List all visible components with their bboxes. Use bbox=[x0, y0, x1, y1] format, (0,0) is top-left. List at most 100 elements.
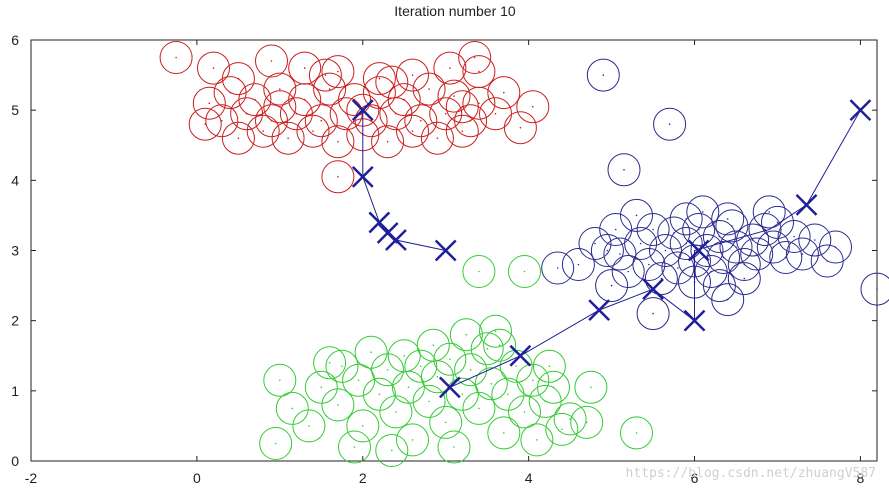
data-point-red bbox=[321, 160, 355, 194]
data-point-center-green bbox=[523, 270, 526, 273]
centroid-markers-layer bbox=[351, 99, 872, 399]
data-point-center-red bbox=[449, 67, 451, 69]
data-point-center-green bbox=[308, 425, 310, 427]
data-point-blue bbox=[590, 234, 624, 267]
data-point-center-green bbox=[362, 425, 364, 427]
centroid-marker bbox=[795, 194, 818, 216]
data-point-center-red bbox=[229, 91, 231, 94]
data-point-green bbox=[416, 328, 450, 362]
centroid-marker bbox=[351, 165, 374, 188]
y-tick-label: 4 bbox=[11, 172, 19, 188]
data-point-green bbox=[545, 412, 579, 446]
data-point-green bbox=[508, 255, 541, 288]
data-point-center-red bbox=[444, 112, 447, 115]
data-point-center-red bbox=[303, 67, 306, 69]
data-point-blue bbox=[686, 195, 720, 229]
data-point-red bbox=[321, 55, 355, 89]
data-point-red bbox=[188, 107, 222, 141]
data-point-blue bbox=[798, 223, 832, 257]
data-point-green bbox=[375, 434, 409, 467]
data-point-red bbox=[396, 58, 429, 92]
data-point-red bbox=[321, 125, 355, 159]
data-point-green bbox=[474, 367, 508, 401]
data-point-center-blue bbox=[664, 249, 667, 252]
data-point-center-red bbox=[337, 140, 339, 143]
data-point-green bbox=[346, 409, 380, 443]
x-tick-label: 0 bbox=[193, 470, 201, 486]
y-tick-label: 1 bbox=[11, 383, 19, 399]
data-point-center-blue bbox=[610, 284, 613, 287]
data-point-red bbox=[396, 114, 429, 148]
centroid-marker bbox=[588, 299, 611, 322]
data-point-blue bbox=[690, 234, 724, 267]
data-point-green bbox=[379, 395, 413, 429]
data-point-center-red bbox=[378, 77, 381, 80]
data-point-red bbox=[159, 41, 193, 74]
data-point-green bbox=[508, 395, 541, 429]
centroid-marker-stroke bbox=[368, 211, 391, 234]
data-point-center-green bbox=[386, 369, 389, 371]
data-point-blue bbox=[761, 205, 794, 239]
centroid-marker bbox=[385, 229, 407, 251]
data-point-red bbox=[445, 90, 479, 124]
data-point-center-blue bbox=[876, 288, 878, 290]
data-point-center-green bbox=[552, 386, 555, 389]
data-point-center-blue bbox=[685, 242, 687, 245]
data-point-center-red bbox=[204, 123, 206, 125]
data-point-center-green bbox=[274, 442, 277, 445]
data-point-red bbox=[404, 104, 438, 138]
x-tick-label: 6 bbox=[691, 470, 699, 486]
data-point-center-green bbox=[428, 400, 430, 403]
data-point-blue bbox=[860, 272, 889, 306]
data-point-center-blue bbox=[623, 169, 625, 171]
data-point-red bbox=[503, 111, 537, 145]
data-point-center-blue bbox=[793, 235, 795, 238]
data-point-green bbox=[574, 370, 608, 404]
data-point-center-blue bbox=[652, 228, 654, 231]
data-point-blue bbox=[624, 227, 658, 260]
data-point-center-red bbox=[262, 130, 265, 132]
data-point-blue bbox=[669, 202, 703, 236]
data-point-red bbox=[462, 86, 496, 120]
data-point-center-green bbox=[403, 355, 406, 357]
data-point-center-red bbox=[428, 88, 430, 90]
centroid-marker bbox=[687, 239, 710, 262]
x-tick-label: 2 bbox=[359, 470, 367, 486]
data-point-center-green bbox=[436, 376, 439, 378]
data-point-blue bbox=[599, 213, 633, 246]
data-point-green bbox=[462, 391, 496, 425]
data-point-center-blue bbox=[648, 263, 650, 266]
data-point-green bbox=[532, 349, 566, 383]
centroid-marker-stroke bbox=[588, 299, 611, 322]
data-point-green bbox=[620, 416, 653, 450]
data-point-center-red bbox=[478, 70, 480, 73]
data-point-center-red bbox=[453, 95, 455, 97]
data-point-center-green bbox=[391, 449, 393, 452]
data-point-center-green bbox=[494, 330, 497, 333]
data-point-blue bbox=[752, 195, 786, 229]
data-point-green bbox=[445, 377, 479, 411]
data-point-center-green bbox=[341, 365, 343, 368]
data-point-center-blue bbox=[602, 74, 605, 76]
data-point-red bbox=[197, 51, 230, 85]
data-point-center-green bbox=[337, 404, 339, 406]
centroid-marker bbox=[438, 376, 461, 399]
data-point-center-green bbox=[357, 379, 360, 382]
data-point-blue bbox=[702, 220, 736, 253]
data-point-center-blue bbox=[556, 267, 559, 269]
data-point-green bbox=[470, 332, 504, 366]
data-point-green bbox=[570, 405, 604, 439]
data-point-blue bbox=[644, 262, 678, 296]
y-tick-label: 0 bbox=[11, 453, 19, 469]
data-point-center-red bbox=[420, 119, 422, 122]
data-point-blue bbox=[715, 209, 749, 243]
data-point-center-blue bbox=[735, 246, 737, 248]
data-point-green bbox=[520, 423, 554, 457]
data-point-center-blue bbox=[743, 277, 746, 280]
data-point-center-red bbox=[411, 130, 414, 132]
y-tick-label: 5 bbox=[11, 102, 19, 118]
data-point-center-green bbox=[328, 362, 331, 364]
y-tick-label: 6 bbox=[11, 32, 19, 48]
data-point-center-blue bbox=[726, 218, 729, 220]
data-point-red bbox=[329, 97, 363, 131]
